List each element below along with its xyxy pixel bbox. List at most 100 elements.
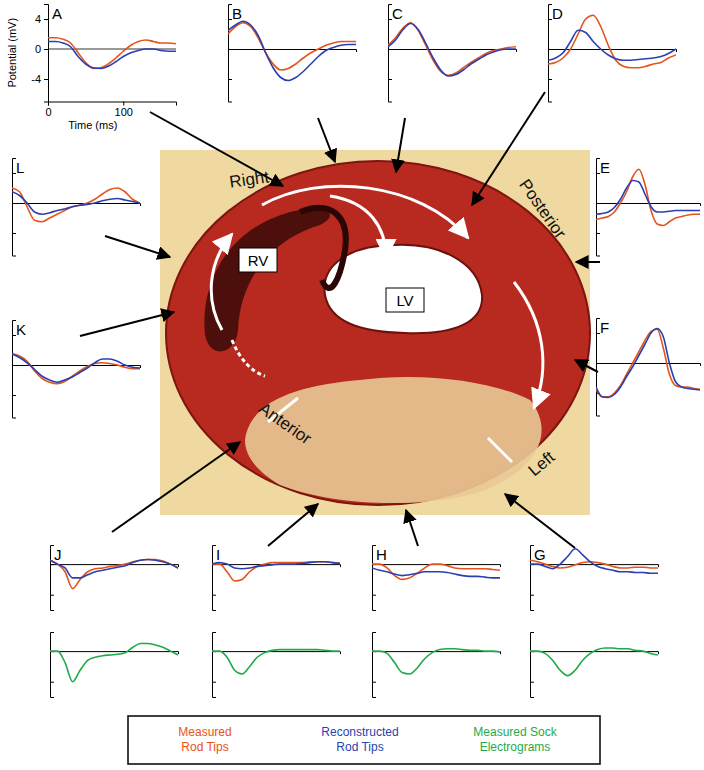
traces bbox=[50, 643, 178, 681]
pointer-arrow bbox=[318, 118, 335, 162]
traces bbox=[372, 564, 500, 579]
x-axis-line bbox=[213, 652, 341, 655]
panel-letter: A bbox=[52, 5, 62, 22]
panel-letter: F bbox=[600, 319, 609, 336]
panel: I bbox=[212, 546, 341, 611]
y-tick-label: 0 bbox=[35, 43, 41, 55]
legend-entry: Measured SockElectrograms bbox=[473, 725, 557, 754]
orientation-label: Right bbox=[228, 167, 270, 191]
trace bbox=[530, 549, 658, 573]
panel: F bbox=[596, 319, 701, 417]
x-axis-line bbox=[597, 364, 701, 367]
traces bbox=[212, 650, 340, 674]
trace bbox=[372, 564, 500, 579]
myocardium bbox=[166, 161, 590, 505]
traces bbox=[530, 648, 658, 676]
y-tick-mark bbox=[372, 595, 376, 596]
orientation-label: Anterior bbox=[255, 399, 315, 449]
x-tick: 0 bbox=[45, 102, 51, 119]
y-tick-mark bbox=[228, 79, 232, 80]
y-axis bbox=[212, 633, 216, 698]
pointer-arrow bbox=[150, 112, 283, 186]
y-tick-mark bbox=[548, 79, 552, 80]
y-tick-mark bbox=[388, 79, 392, 80]
chamber-label: RV bbox=[248, 252, 269, 269]
lv-cavity bbox=[324, 245, 482, 333]
trace bbox=[596, 169, 700, 225]
y-axis bbox=[372, 633, 376, 698]
y-axis-line bbox=[51, 633, 55, 698]
traces bbox=[12, 354, 140, 384]
panel-letter: I bbox=[216, 546, 220, 563]
y-tick bbox=[388, 79, 392, 80]
activation-arrow bbox=[330, 196, 386, 258]
pointer-arrow bbox=[472, 92, 545, 205]
legend-box bbox=[128, 716, 600, 764]
trace bbox=[372, 568, 500, 578]
trace bbox=[388, 24, 516, 77]
traces bbox=[548, 15, 676, 68]
x-axis bbox=[373, 652, 501, 655]
trace bbox=[548, 30, 676, 60]
y-tick: 4 bbox=[35, 13, 48, 25]
y-tick-mark bbox=[44, 19, 48, 20]
panel-letter: E bbox=[600, 159, 610, 176]
trace bbox=[48, 42, 176, 69]
legend-line: Measured bbox=[178, 725, 231, 739]
y-tick-mark bbox=[530, 682, 534, 683]
traces bbox=[50, 560, 178, 589]
y-tick-mark bbox=[12, 233, 16, 234]
activation-arrow bbox=[262, 186, 468, 238]
panel-letter: H bbox=[376, 546, 387, 563]
infarct-region bbox=[245, 377, 542, 503]
y-tick-mark bbox=[44, 79, 48, 80]
panel: C bbox=[388, 5, 517, 103]
y-tick bbox=[372, 682, 376, 683]
panel: -4040100APotential (mV)Time (ms) bbox=[6, 5, 177, 131]
panel-letter: L bbox=[16, 159, 24, 176]
activation-arrow bbox=[232, 340, 265, 376]
trace bbox=[12, 354, 140, 383]
x-axis bbox=[373, 565, 501, 568]
x-axis-title: Time (ms) bbox=[68, 119, 117, 131]
y-tick: -4 bbox=[31, 73, 48, 85]
x-axis bbox=[531, 652, 659, 655]
y-tick-label: -4 bbox=[31, 73, 41, 85]
legend-line: Rod Tips bbox=[181, 740, 228, 754]
panel-letter: D bbox=[552, 5, 563, 22]
y-tick-mark bbox=[596, 233, 600, 234]
traces bbox=[228, 21, 356, 80]
panel-letter: G bbox=[534, 546, 546, 563]
x-axis-line bbox=[229, 50, 357, 53]
y-tick bbox=[530, 682, 534, 683]
y-axis bbox=[530, 633, 534, 698]
pointer-arrow bbox=[406, 510, 418, 546]
pointer-arrow bbox=[112, 442, 240, 532]
infarct-border bbox=[488, 438, 512, 462]
x-axis-line bbox=[597, 204, 701, 207]
y-axis-line bbox=[373, 633, 377, 698]
photo-background bbox=[160, 150, 590, 515]
x-tick-mark bbox=[48, 102, 49, 106]
traces bbox=[12, 188, 140, 222]
y-axis-line bbox=[531, 633, 535, 698]
panel bbox=[372, 633, 501, 698]
activation-arrow bbox=[211, 234, 232, 330]
panel bbox=[50, 633, 179, 698]
panel bbox=[212, 633, 341, 698]
x-axis-line bbox=[531, 652, 659, 655]
figure: RightPosteriorLeftAnteriorRVLV-4040100AP… bbox=[0, 0, 704, 770]
traces bbox=[388, 23, 516, 76]
x-axis-line bbox=[51, 652, 179, 655]
legend-line: Reconstructed bbox=[321, 725, 398, 739]
pointer-arrow bbox=[80, 312, 174, 336]
panel: H bbox=[372, 546, 501, 611]
y-tick: 0 bbox=[35, 43, 48, 55]
x-axis: 0 100 bbox=[45, 102, 176, 119]
y-tick bbox=[212, 595, 216, 596]
x-tick-label: 100 bbox=[115, 106, 133, 118]
pointer-arrow bbox=[505, 494, 575, 548]
x-axis bbox=[549, 50, 677, 53]
y-axis-line bbox=[213, 633, 217, 698]
panel-letter: K bbox=[16, 321, 26, 338]
